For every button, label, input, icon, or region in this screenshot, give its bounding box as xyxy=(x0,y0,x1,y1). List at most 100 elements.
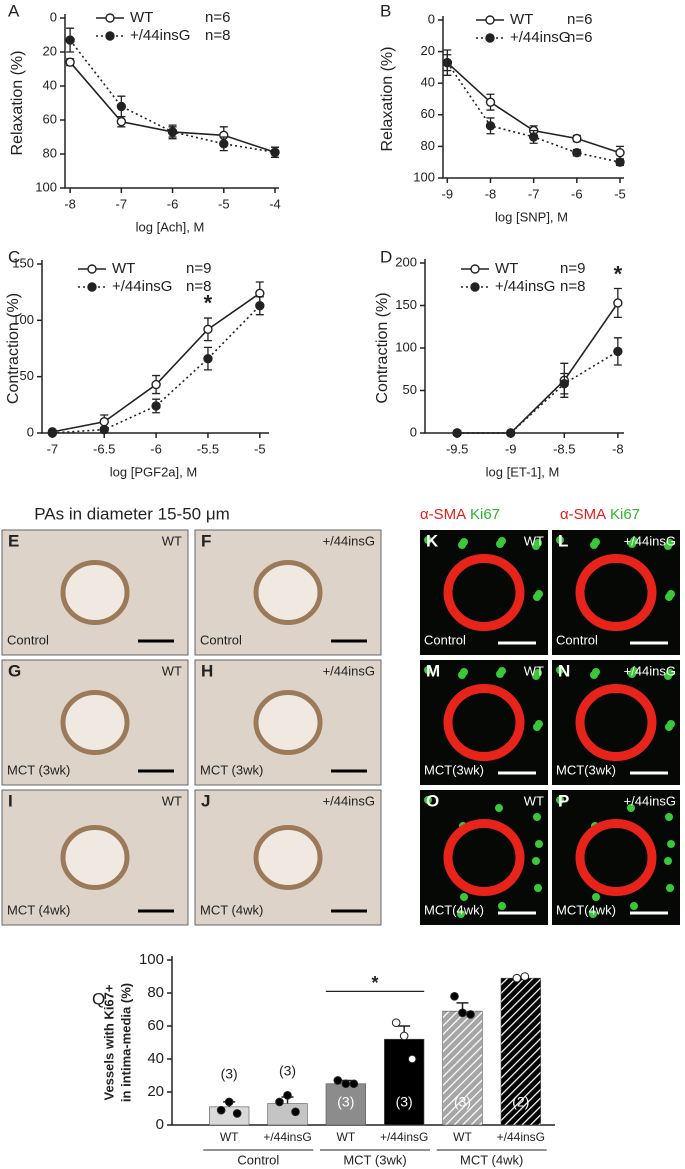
cell xyxy=(589,910,597,918)
legend-label: +/44insG xyxy=(130,27,190,44)
data-point xyxy=(224,1097,234,1107)
vessel xyxy=(253,560,323,625)
cell xyxy=(667,840,675,848)
legend-n: n=9 xyxy=(186,260,211,277)
legend-label: WT xyxy=(130,9,153,26)
cell xyxy=(498,902,506,910)
n-label: (3) xyxy=(337,1094,354,1110)
marker xyxy=(116,116,127,127)
legend-marker xyxy=(105,13,115,23)
legend-label: WT xyxy=(495,260,518,277)
data-point xyxy=(341,1079,351,1089)
vessel xyxy=(575,819,657,896)
legend-marker xyxy=(105,31,115,41)
legend-marker xyxy=(485,33,495,43)
legend-label: WT xyxy=(510,11,533,28)
x-axis-label: log [SNP], M xyxy=(495,209,568,224)
genotype-label: WT xyxy=(524,663,544,678)
data-point xyxy=(333,1076,343,1085)
marker xyxy=(613,346,623,357)
data-point xyxy=(291,1107,300,1117)
legend-n: n=8 xyxy=(560,278,585,295)
data-point xyxy=(399,1031,409,1041)
condition-label: MCT (3wk) xyxy=(200,762,263,777)
genotype-label: +/44insG xyxy=(323,533,375,548)
bar xyxy=(500,977,541,1126)
data-point xyxy=(407,1054,417,1064)
n-label: (3) xyxy=(396,1094,413,1110)
legend-label: +/44insG xyxy=(495,278,555,295)
y-tick-label: 40 xyxy=(421,75,435,90)
vessel xyxy=(253,825,323,890)
x-tick-label: +/44insG xyxy=(380,1130,428,1144)
cell xyxy=(532,672,540,680)
cell xyxy=(666,884,674,892)
bar xyxy=(325,1083,366,1126)
legend-n: n=8 xyxy=(205,27,230,44)
cell xyxy=(535,840,543,848)
n-label: (3) xyxy=(454,1094,471,1110)
series-line xyxy=(457,302,619,434)
vessel xyxy=(443,554,525,631)
y-axis-label: Relaxation (%) xyxy=(9,51,26,156)
x-axis-label: log [Ach], M xyxy=(136,219,205,234)
marker xyxy=(442,57,453,68)
y-tick-label: 60 xyxy=(421,106,435,121)
data-point xyxy=(283,1091,292,1100)
cell xyxy=(533,593,541,601)
cell xyxy=(533,723,541,731)
vessel xyxy=(443,819,525,896)
legend-n: n=6 xyxy=(567,29,592,46)
group-label: MCT (3wk) xyxy=(343,1152,406,1167)
y-tick-label: 100 xyxy=(35,179,57,194)
cell xyxy=(665,723,673,731)
y-tick-label: 0 xyxy=(156,1116,164,1133)
bar xyxy=(267,1103,308,1126)
condition-label: MCT(4wk) xyxy=(556,902,616,917)
data-point xyxy=(216,1105,226,1115)
cell xyxy=(534,884,542,892)
panel-letter: I xyxy=(8,791,13,810)
cell xyxy=(664,672,672,680)
panel-letter: M xyxy=(426,661,440,680)
genotype-label: +/44insG xyxy=(323,793,375,808)
cell xyxy=(628,670,636,678)
bar xyxy=(209,1106,250,1126)
data-point xyxy=(512,973,522,983)
cell xyxy=(532,542,540,550)
x-axis-label: log [ET-1], M xyxy=(486,464,560,479)
cell xyxy=(424,796,432,804)
cell xyxy=(495,804,503,812)
significance-star: * xyxy=(204,290,213,315)
cell xyxy=(664,542,672,550)
histology-title: PAs in diameter 15-50 μm xyxy=(34,504,230,523)
y-tick-label: 50 xyxy=(20,368,34,383)
y-axis-label: Relaxation (%) xyxy=(379,47,396,152)
marker xyxy=(151,401,161,411)
y-tick-label: 150 xyxy=(395,297,417,312)
series-line xyxy=(457,350,619,434)
significance-star: * xyxy=(371,973,378,993)
data-point xyxy=(275,1097,284,1107)
marker xyxy=(116,101,127,112)
y-tick-label: 100 xyxy=(413,169,435,184)
cell xyxy=(556,666,564,674)
marker xyxy=(615,157,625,167)
panel-letter: G xyxy=(8,661,21,680)
genotype-label: WT xyxy=(524,533,544,548)
data-point xyxy=(349,1079,359,1089)
vessel xyxy=(575,684,657,761)
marker xyxy=(47,428,58,438)
cell xyxy=(627,804,635,812)
x-tick-label: -5.5 xyxy=(197,441,219,456)
x-tick-label: -8 xyxy=(64,196,76,211)
marker xyxy=(506,428,516,438)
condition-label: MCT(3wk) xyxy=(424,762,484,777)
genotype-label: +/44insG xyxy=(323,663,375,678)
genotype-label: WT xyxy=(524,793,544,808)
panel-letter: A xyxy=(8,1,20,20)
x-tick-label: -8 xyxy=(485,186,497,201)
x-tick-label: WT xyxy=(337,1130,356,1144)
marker xyxy=(615,148,625,158)
